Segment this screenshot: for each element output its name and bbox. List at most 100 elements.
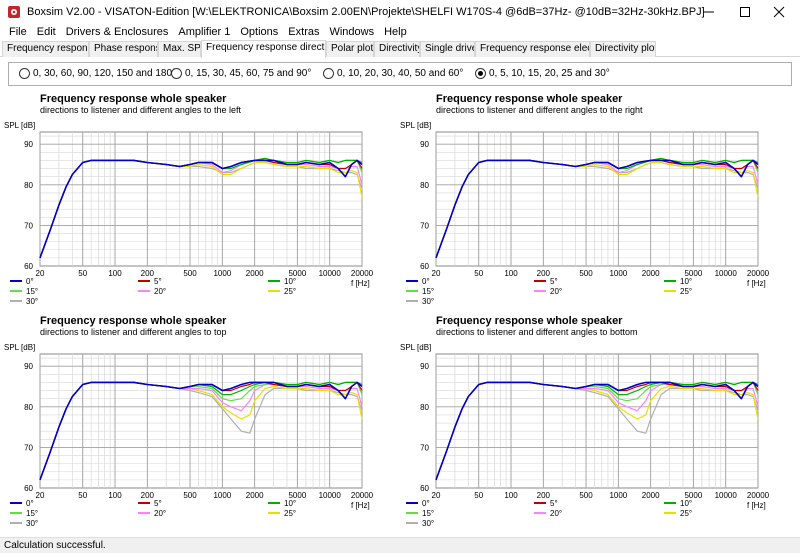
menu-edit[interactable]: Edit xyxy=(36,26,56,38)
legend-label: 30° xyxy=(422,297,434,306)
tab-frequency-response-electr[interactable]: Frequency response electr.. xyxy=(475,41,590,57)
y-axis-label: SPL [dB] xyxy=(400,121,431,130)
x-tick-label: 1000 xyxy=(609,269,627,278)
y-tick-label: 70 xyxy=(420,443,429,452)
x-tick-label: 5000 xyxy=(684,269,702,278)
radio-angles-15[interactable]: 0, 15, 30, 45, 60, 75 and 90° xyxy=(171,68,311,79)
series-line-0deg xyxy=(39,381,363,481)
legend-label: 30° xyxy=(26,297,38,306)
x-tick-label: 2000 xyxy=(246,269,264,278)
chart-left: Frequency response whole speakerdirectio… xyxy=(4,93,374,306)
x-tick-label: 20 xyxy=(432,269,441,278)
menu-windows[interactable]: Windows xyxy=(329,26,375,38)
y-tick-label: 80 xyxy=(24,181,33,190)
y-tick-label: 80 xyxy=(420,403,429,412)
x-tick-label: 20 xyxy=(36,269,45,278)
menu-file[interactable]: File xyxy=(9,26,27,38)
close-button[interactable] xyxy=(756,0,800,24)
legend-label: 20° xyxy=(550,509,562,518)
legend-label: 20° xyxy=(154,287,166,296)
y-tick-label: 90 xyxy=(24,140,33,149)
series-line-0deg xyxy=(435,159,759,259)
grid-lines xyxy=(435,132,759,266)
y-tick-label: 90 xyxy=(420,362,429,371)
radio-button-icon xyxy=(171,68,182,79)
radio-angles-5[interactable]: 0, 5, 10, 15, 20, 25 and 30° xyxy=(475,68,610,79)
tab-frequency-response[interactable]: Frequency response. xyxy=(2,41,89,57)
legend-label: 5° xyxy=(154,499,162,508)
menu-bar: File Edit Drivers & Enclosures Amplifier… xyxy=(0,24,800,40)
radio-label: 0, 5, 10, 15, 20, 25 and 30° xyxy=(489,68,610,79)
x-tick-label: 100 xyxy=(504,491,518,500)
chart-subtitle: directions to listener and different ang… xyxy=(436,105,643,115)
radio-label: 0, 10, 20, 30, 40, 50 and 60° xyxy=(337,68,464,79)
x-tick-label: 1000 xyxy=(213,491,231,500)
menu-drivers-enclosures[interactable]: Drivers & Enclosures xyxy=(65,26,169,38)
x-tick-label: 1000 xyxy=(609,491,627,500)
title-bar: Boxsim V2.00 - VISATON-Edition [W:\ELEKT… xyxy=(0,0,800,24)
grid-lines xyxy=(435,354,759,488)
menu-extras[interactable]: Extras xyxy=(288,26,320,38)
x-tick-label: 100 xyxy=(504,269,518,278)
y-tick-label: 70 xyxy=(24,221,33,230)
menu-amplifier[interactable]: Amplifier 1 xyxy=(178,26,231,38)
x-tick-label: 20000 xyxy=(351,269,374,278)
legend-label: 0° xyxy=(26,277,34,286)
series-line-0deg xyxy=(435,381,759,481)
minimize-button[interactable] xyxy=(686,0,732,24)
chart-bottom: Frequency response whole speakerdirectio… xyxy=(400,315,770,528)
x-tick-label: 500 xyxy=(579,269,593,278)
y-tick-label: 70 xyxy=(24,443,33,452)
y-axis-label: SPL [dB] xyxy=(400,343,431,352)
x-axis-label: f [Hz] xyxy=(351,279,370,288)
menu-options[interactable]: Options xyxy=(240,26,279,38)
x-tick-label: 20000 xyxy=(747,269,770,278)
close-icon xyxy=(773,6,785,18)
y-axis-label: SPL [dB] xyxy=(4,121,35,130)
x-tick-label: 50 xyxy=(474,491,483,500)
chart-subtitle: directions to listener and different ang… xyxy=(436,327,637,337)
menu-help[interactable]: Help xyxy=(384,26,407,38)
x-tick-label: 10000 xyxy=(715,269,738,278)
tab-frequency-response-directions[interactable]: Frequency response directions xyxy=(201,40,326,58)
radio-button-icon xyxy=(19,68,30,79)
tab-polar-plots[interactable]: Polar plots xyxy=(326,41,374,57)
series-line-0deg xyxy=(39,159,363,259)
legend-label: 10° xyxy=(284,277,296,286)
plot-area xyxy=(435,131,759,267)
legend-label: 5° xyxy=(550,499,558,508)
radio-button-selected-icon xyxy=(475,68,486,79)
legend-label: 30° xyxy=(26,519,38,528)
maximize-button[interactable] xyxy=(722,0,768,24)
x-tick-label: 2000 xyxy=(642,269,660,278)
x-tick-label: 2000 xyxy=(246,491,264,500)
legend-label: 0° xyxy=(422,499,430,508)
x-tick-label: 10000 xyxy=(319,491,342,500)
legend-label: 25° xyxy=(284,509,296,518)
tab-directivity-plots[interactable]: Directivity plots xyxy=(590,41,656,57)
radio-button-icon xyxy=(323,68,334,79)
radio-angles-10[interactable]: 0, 10, 20, 30, 40, 50 and 60° xyxy=(323,68,463,79)
y-tick-label: 60 xyxy=(24,262,33,271)
radio-label: 0, 15, 30, 45, 60, 75 and 90° xyxy=(185,68,312,79)
legend-label: 10° xyxy=(680,277,692,286)
radio-label: 0, 30, 60, 90, 120, 150 and 180° xyxy=(33,68,177,79)
legend-label: 15° xyxy=(422,287,434,296)
chart-right: Frequency response whole speakerdirectio… xyxy=(400,93,770,306)
legend-label: 15° xyxy=(26,287,38,296)
y-tick-label: 90 xyxy=(420,140,429,149)
chart-subtitle: directions to listener and different ang… xyxy=(40,327,226,337)
tab-single-driver[interactable]: Single driver xyxy=(420,41,475,57)
y-tick-label: 80 xyxy=(24,403,33,412)
legend-label: 0° xyxy=(26,499,34,508)
x-tick-label: 20000 xyxy=(747,491,770,500)
tab-phase-response[interactable]: Phase response xyxy=(89,41,158,57)
plot-area xyxy=(435,353,759,489)
radio-angles-30[interactable]: 0, 30, 60, 90, 120, 150 and 180° xyxy=(19,68,176,79)
x-tick-label: 50 xyxy=(78,269,87,278)
tab-directivity[interactable]: Directivity xyxy=(374,41,420,57)
y-tick-label: 60 xyxy=(420,262,429,271)
window-title: Boxsim V2.00 - VISATON-Edition [W:\ELEKT… xyxy=(27,6,705,18)
tab-max-spl[interactable]: Max. SPL xyxy=(158,41,201,57)
x-tick-label: 200 xyxy=(537,269,551,278)
